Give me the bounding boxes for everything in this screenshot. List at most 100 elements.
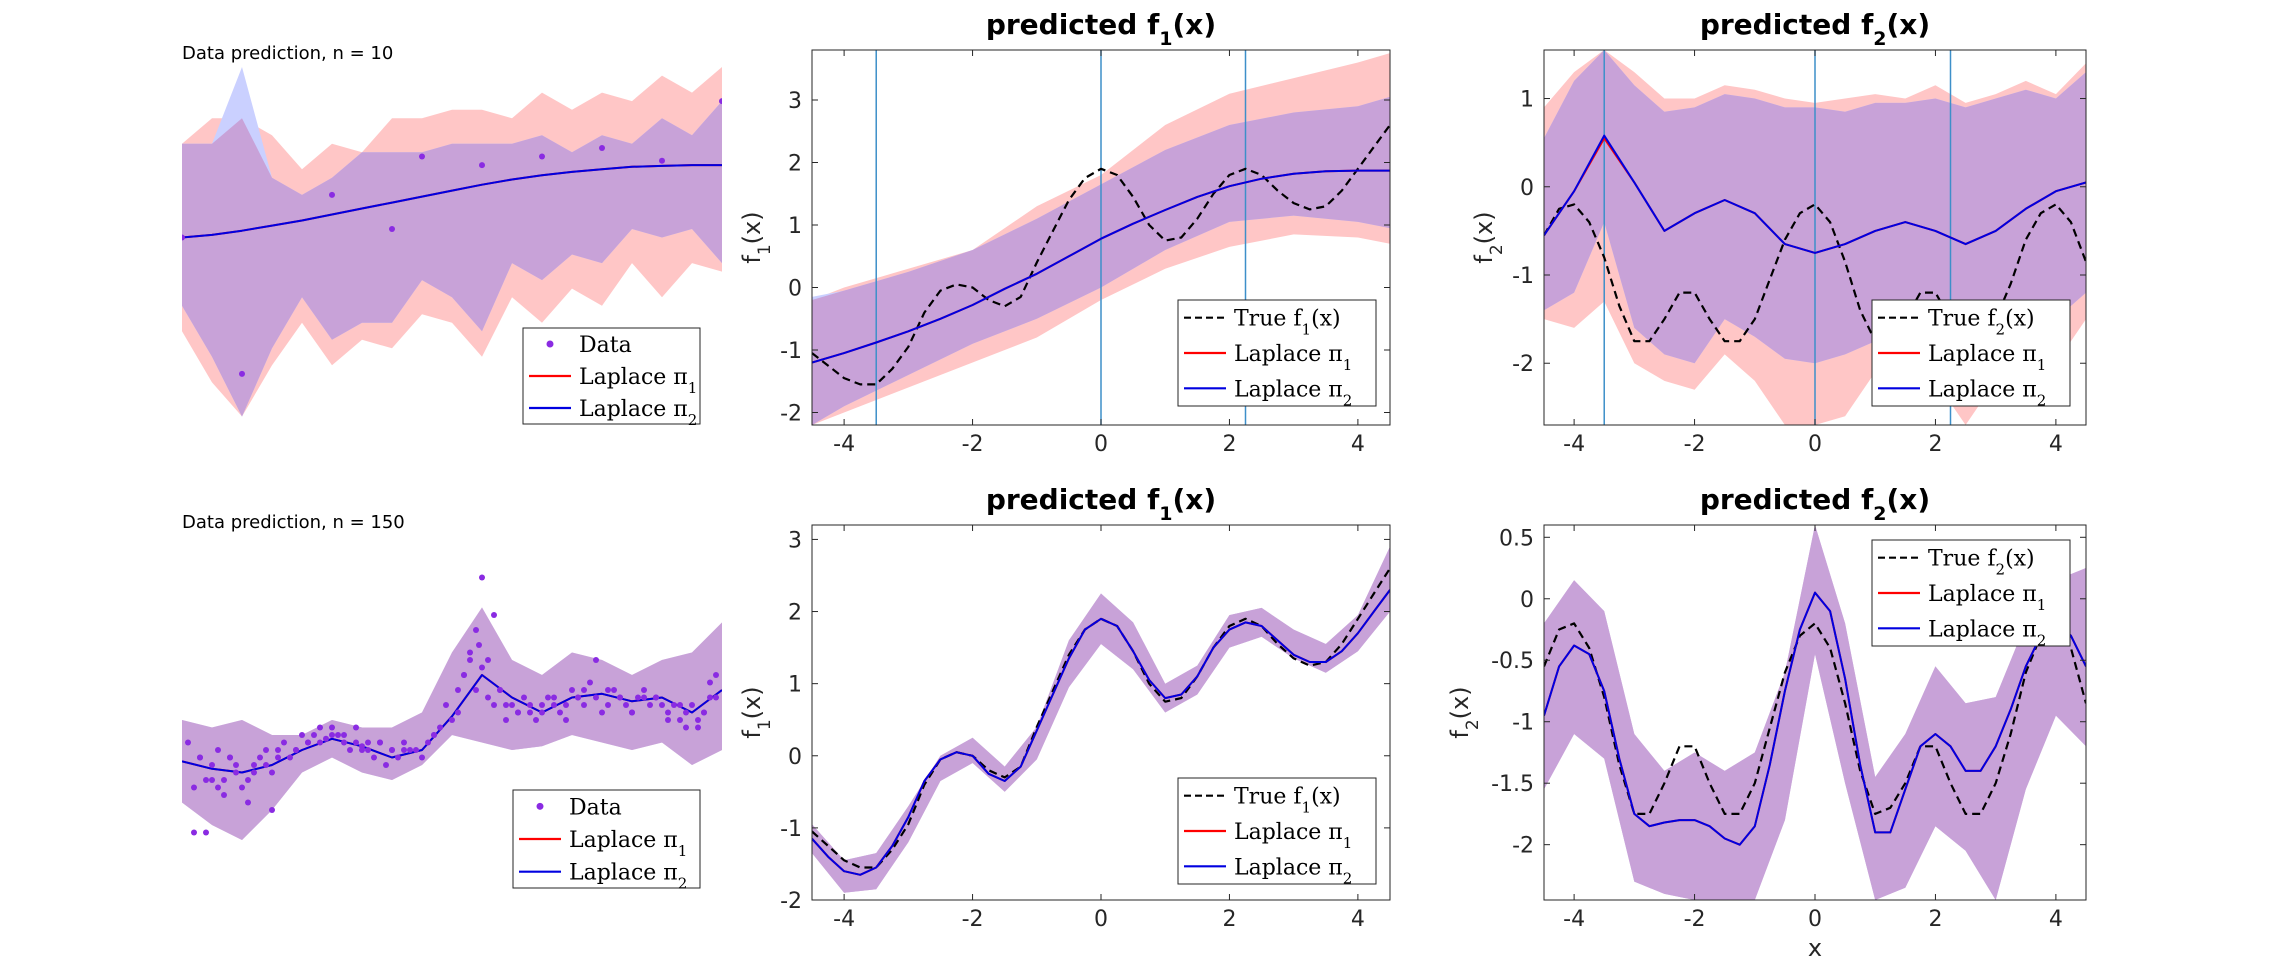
data-point <box>413 747 419 753</box>
data-point <box>431 732 437 738</box>
y-axis-label: f2(x) <box>1446 686 1483 738</box>
data-point <box>455 709 461 716</box>
x-tick-label: -4 <box>833 907 855 932</box>
label-subscript: 2 <box>1463 719 1483 730</box>
data-point <box>329 191 335 198</box>
data-point <box>419 153 425 160</box>
data-point <box>311 732 317 738</box>
label-part: Laplace π <box>579 365 688 390</box>
label-part: (x) <box>1446 686 1474 719</box>
label-subscript: 2 <box>2037 631 2047 649</box>
y-tick-label: 3 <box>788 528 802 553</box>
data-point <box>485 694 491 701</box>
data-point <box>665 709 671 716</box>
data-point <box>341 739 347 746</box>
label-part: (x) <box>1311 307 1341 332</box>
label-part: f <box>738 730 766 739</box>
data-point <box>275 747 281 753</box>
data-point <box>503 702 509 708</box>
data-point <box>476 642 482 648</box>
y-tick-label: 2 <box>788 152 802 177</box>
data-point <box>473 627 479 633</box>
y-tick-label: -1.5 <box>1491 772 1534 797</box>
label-part: (x) <box>738 686 766 719</box>
y-tick-label: 0 <box>1520 176 1534 201</box>
label-part: (x) <box>1470 211 1498 244</box>
label-subscript: 1 <box>678 842 688 860</box>
data-point <box>575 694 581 701</box>
data-point <box>287 754 293 761</box>
x-tick-label: -4 <box>1563 432 1585 457</box>
x-tick-label: -4 <box>833 432 855 457</box>
label-subscript: 1 <box>2037 356 2047 374</box>
chart-p21: Data prediction, n = 150 Data Laplace π1La… <box>182 512 722 893</box>
label-part: True f <box>1234 785 1303 810</box>
label-part: Laplace π <box>1234 377 1343 402</box>
label-part: Laplace π <box>1928 342 2037 367</box>
data-point <box>707 679 713 686</box>
series-line-2 <box>182 164 722 239</box>
data-point <box>353 739 359 746</box>
y-tick-label: 0 <box>788 277 802 302</box>
data-point <box>653 694 659 701</box>
data-point <box>209 762 215 768</box>
data-point <box>425 739 431 746</box>
chart-title: Data prediction, n = 10 <box>182 43 393 64</box>
legend-label: Laplace π1 <box>1928 342 2046 374</box>
data-point <box>191 829 197 836</box>
data-point <box>581 702 587 708</box>
data-point <box>629 709 635 716</box>
series-line-3 <box>812 589 1390 876</box>
label-part: (x) <box>738 211 766 244</box>
label-subscript: 1 <box>1302 321 1312 339</box>
data-point <box>281 739 287 746</box>
label-subscript: 1 <box>1302 799 1312 817</box>
label-part: Laplace π <box>1234 342 1343 367</box>
data-point <box>497 687 503 693</box>
label-subscript: 1 <box>2037 596 2047 614</box>
data-point <box>347 747 353 753</box>
data-point <box>197 754 203 761</box>
x-tick-label: 0 <box>1808 907 1822 932</box>
data-point <box>239 784 245 791</box>
data-point <box>539 153 545 160</box>
data-point <box>647 702 653 708</box>
data-point <box>449 717 455 723</box>
data-point <box>605 702 611 708</box>
y-tick-label: -1 <box>1512 264 1534 289</box>
label-part: (x) <box>1311 785 1341 810</box>
legend-label: Laplace π2 <box>1234 377 1352 409</box>
x-tick-label: -4 <box>1563 907 1585 932</box>
y-tick-label: 1 <box>1520 88 1534 113</box>
label-part: predicted f <box>1700 483 1874 516</box>
legend-label: Laplace π2 <box>579 397 697 429</box>
band-overlap <box>182 607 722 840</box>
x-tick-label: 4 <box>1351 432 1365 457</box>
data-point <box>473 687 479 693</box>
band-overlap <box>182 101 722 417</box>
plot-area <box>812 546 1390 893</box>
data-point <box>491 702 497 708</box>
series-line-3 <box>1544 134 2086 254</box>
data-point <box>437 724 443 731</box>
data-point <box>719 98 722 105</box>
x-tick-label: -2 <box>962 432 984 457</box>
plot-area <box>182 67 722 417</box>
data-point <box>599 145 605 151</box>
data-point <box>479 162 485 169</box>
y-axis-label: f1(x) <box>738 211 775 263</box>
y-tick-label: -1 <box>780 339 802 364</box>
label-subscript: 2 <box>678 875 688 893</box>
label-part: f <box>738 255 766 264</box>
legend-label: True f2(x) <box>1928 547 2035 579</box>
data-point <box>503 717 509 723</box>
label-part: Laplace π <box>1234 855 1343 880</box>
plot-area <box>1544 525 2086 900</box>
data-point <box>671 702 677 708</box>
data-point <box>257 754 263 761</box>
series-line-3 <box>812 169 1390 364</box>
legend-label: Laplace π1 <box>1234 820 1352 852</box>
data-point <box>605 687 611 693</box>
